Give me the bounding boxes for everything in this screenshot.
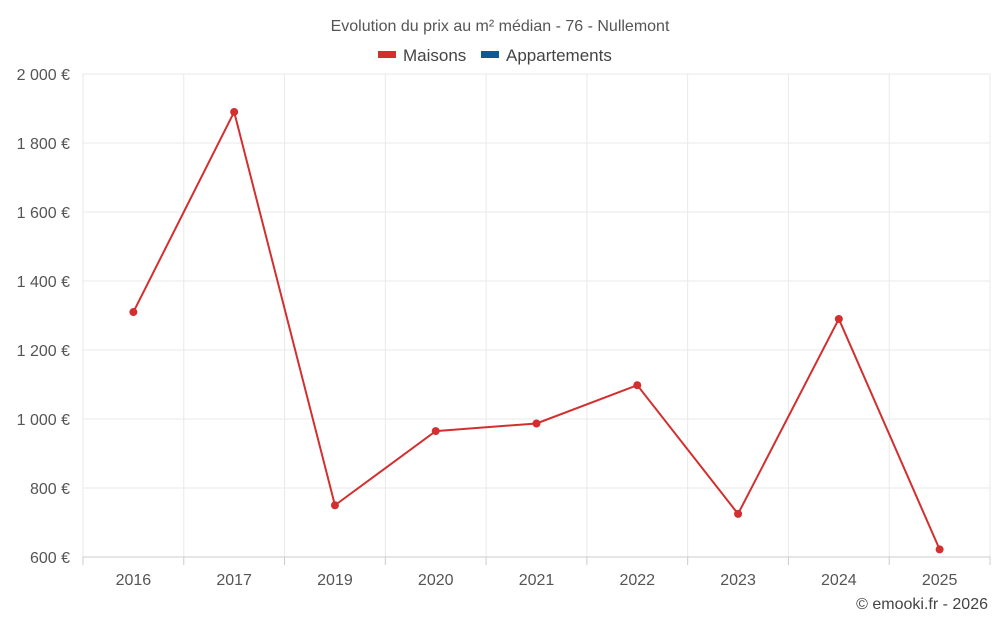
chart-title: Evolution du prix au m² médian - 76 - Nu…: [331, 18, 670, 35]
series: [129, 107, 944, 554]
y-tick-label: 1 200 €: [17, 343, 70, 360]
y-tick-label: 1 400 €: [17, 274, 70, 291]
x-tick-label: 2023: [720, 572, 756, 589]
x-tick-label: 2017: [216, 572, 252, 589]
data-point[interactable]: [834, 314, 843, 323]
x-tick-label: 2021: [519, 572, 555, 589]
axes: 600 € 800 € 1 000 € 1 200 € 1 400 € 1 600 € 1 …: [17, 67, 991, 589]
legend-item-appartements[interactable]: Appartements: [481, 46, 612, 65]
y-tick-label: 1 800 €: [17, 136, 70, 153]
legend[interactable]: Maisons Appartements: [378, 46, 612, 65]
x-tick-label: 2022: [619, 572, 655, 589]
grid: [82, 73, 991, 557]
x-tick-label: 2016: [116, 572, 152, 589]
data-point[interactable]: [330, 501, 339, 510]
legend-label: Maisons: [403, 46, 466, 65]
data-point[interactable]: [129, 308, 138, 317]
x-tick-label: 2019: [317, 572, 353, 589]
x-tick-label: 2024: [821, 572, 857, 589]
data-point[interactable]: [431, 427, 440, 436]
y-tick-label: 600 €: [30, 550, 70, 567]
y-tick-label: 1 000 €: [17, 412, 70, 429]
legend-label: Appartements: [506, 46, 612, 65]
data-point[interactable]: [532, 419, 541, 428]
x-tick-label: 2025: [922, 572, 958, 589]
legend-swatch: [378, 51, 396, 58]
credit-text: © emooki.fr - 2026: [856, 596, 988, 613]
series-line-maisons: [132, 109, 941, 550]
x-tick-label: 2020: [418, 572, 454, 589]
data-point[interactable]: [633, 381, 642, 390]
y-tick-label: 2 000 €: [17, 67, 70, 84]
legend-swatch: [481, 51, 499, 58]
data-point[interactable]: [734, 509, 743, 518]
legend-item-maisons[interactable]: Maisons: [378, 46, 466, 65]
data-point[interactable]: [935, 545, 944, 554]
data-point[interactable]: [230, 107, 239, 116]
y-tick-label: 800 €: [30, 481, 70, 498]
y-tick-label: 1 600 €: [17, 205, 70, 222]
